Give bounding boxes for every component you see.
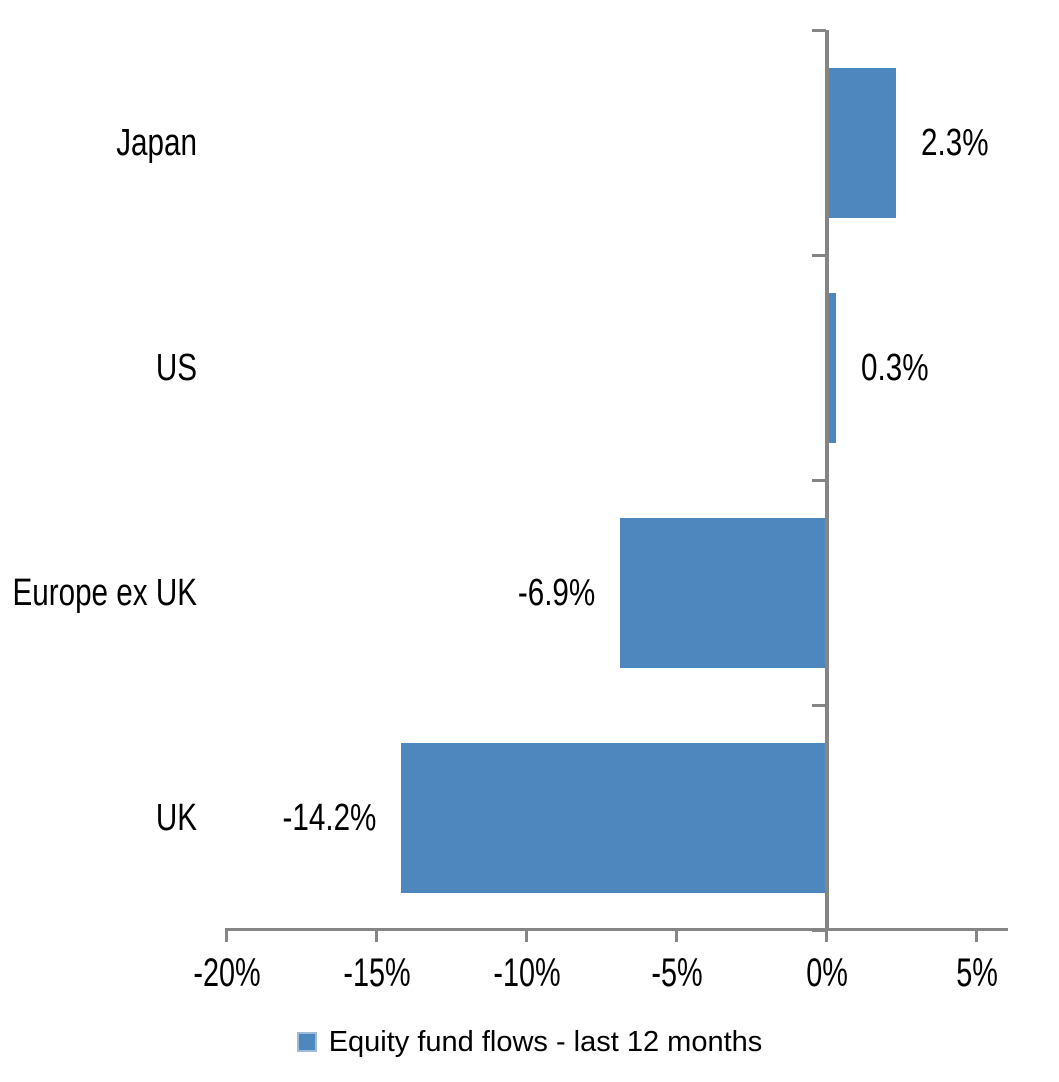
category-label-us: US bbox=[155, 346, 197, 389]
bar-japan bbox=[827, 67, 896, 218]
bar-europe-ex-uk bbox=[620, 517, 827, 668]
bar-us bbox=[827, 292, 836, 443]
x-axis-tick-label-0: -20% bbox=[193, 951, 261, 995]
x-axis-tick-0 bbox=[225, 928, 228, 942]
bar-uk bbox=[401, 742, 827, 893]
y-axis-line bbox=[825, 30, 829, 931]
y-axis-category-tick-0 bbox=[812, 29, 826, 32]
category-label-uk: UK bbox=[155, 796, 197, 839]
x-axis-tick-3 bbox=[675, 928, 678, 942]
x-axis-tick-2 bbox=[525, 928, 528, 942]
legend-swatch bbox=[296, 1032, 317, 1052]
data-label-us: 0.3% bbox=[861, 346, 929, 389]
legend: Equity fund flows - last 12 months bbox=[0, 1024, 1059, 1060]
legend-label: Equity fund flows - last 12 months bbox=[328, 1026, 763, 1058]
x-axis-tick-label-3: -5% bbox=[651, 951, 703, 995]
data-label-europe-ex-uk: -6.9% bbox=[517, 571, 595, 614]
data-label-uk: -14.2% bbox=[282, 796, 376, 839]
y-axis-category-tick-2 bbox=[812, 479, 826, 482]
category-label-europe-ex-uk: Europe ex UK bbox=[12, 571, 197, 614]
x-axis-line bbox=[227, 928, 1008, 931]
x-axis-tick-4 bbox=[825, 928, 828, 942]
x-axis-tick-label-4: 0% bbox=[806, 951, 848, 995]
y-axis-category-tick-1 bbox=[812, 254, 826, 257]
x-axis-tick-label-1: -15% bbox=[343, 951, 411, 995]
category-label-japan: Japan bbox=[116, 121, 197, 164]
x-axis-tick-1 bbox=[375, 928, 378, 942]
y-axis-category-tick-3 bbox=[812, 704, 826, 707]
x-axis-tick-label-5: 5% bbox=[956, 951, 998, 995]
x-axis-tick-label-2: -10% bbox=[493, 951, 561, 995]
x-axis-tick-5 bbox=[975, 928, 978, 942]
data-label-japan: 2.3% bbox=[921, 121, 989, 164]
